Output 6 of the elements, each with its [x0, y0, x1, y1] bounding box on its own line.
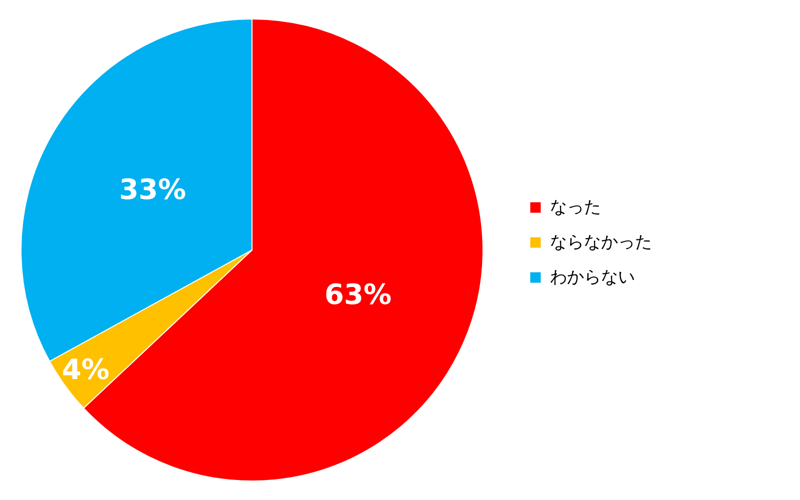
legend-label: なった: [550, 198, 601, 218]
data-label: 33%: [119, 173, 186, 206]
data-label: 4%: [62, 352, 110, 386]
legend-label: ならなかった: [550, 232, 652, 252]
data-label: 63%: [324, 278, 392, 311]
legend-label: わからない: [550, 268, 635, 288]
